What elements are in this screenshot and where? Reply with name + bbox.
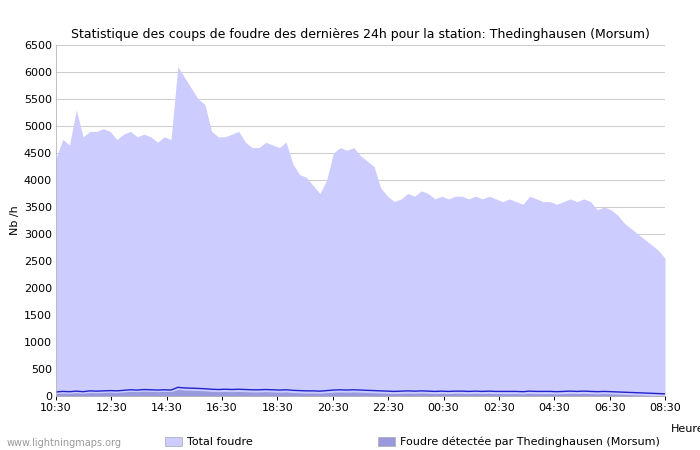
Y-axis label: Nb /h: Nb /h	[10, 206, 20, 235]
Text: Heure: Heure	[671, 424, 700, 434]
Legend: Total foudre, Moyenne de toutes les stations, Foudre détectée par Thedinghausen : Total foudre, Moyenne de toutes les stat…	[165, 436, 660, 450]
Title: Statistique des coups de foudre des dernières 24h pour la station: Thedinghausen: Statistique des coups de foudre des dern…	[71, 28, 650, 41]
Text: www.lightningmaps.org: www.lightningmaps.org	[7, 438, 122, 448]
